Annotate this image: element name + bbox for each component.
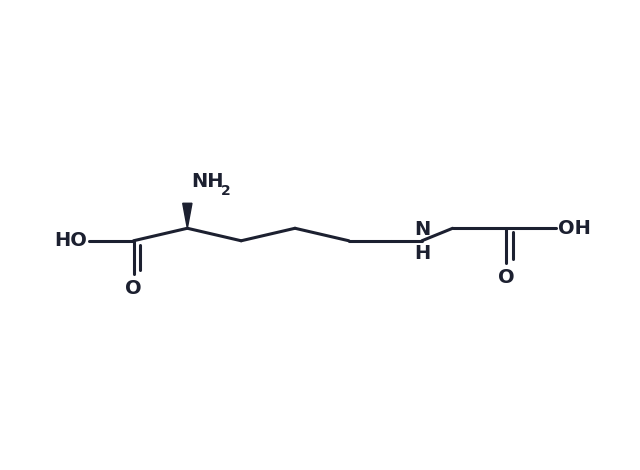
- Text: O: O: [498, 268, 515, 287]
- Text: OH: OH: [558, 219, 591, 238]
- Text: O: O: [125, 279, 142, 298]
- Text: NH: NH: [191, 172, 224, 191]
- Polygon shape: [183, 204, 192, 228]
- Text: 2: 2: [221, 183, 231, 197]
- Text: HO: HO: [54, 231, 88, 250]
- Text: H: H: [414, 243, 430, 263]
- Text: N: N: [414, 220, 430, 239]
